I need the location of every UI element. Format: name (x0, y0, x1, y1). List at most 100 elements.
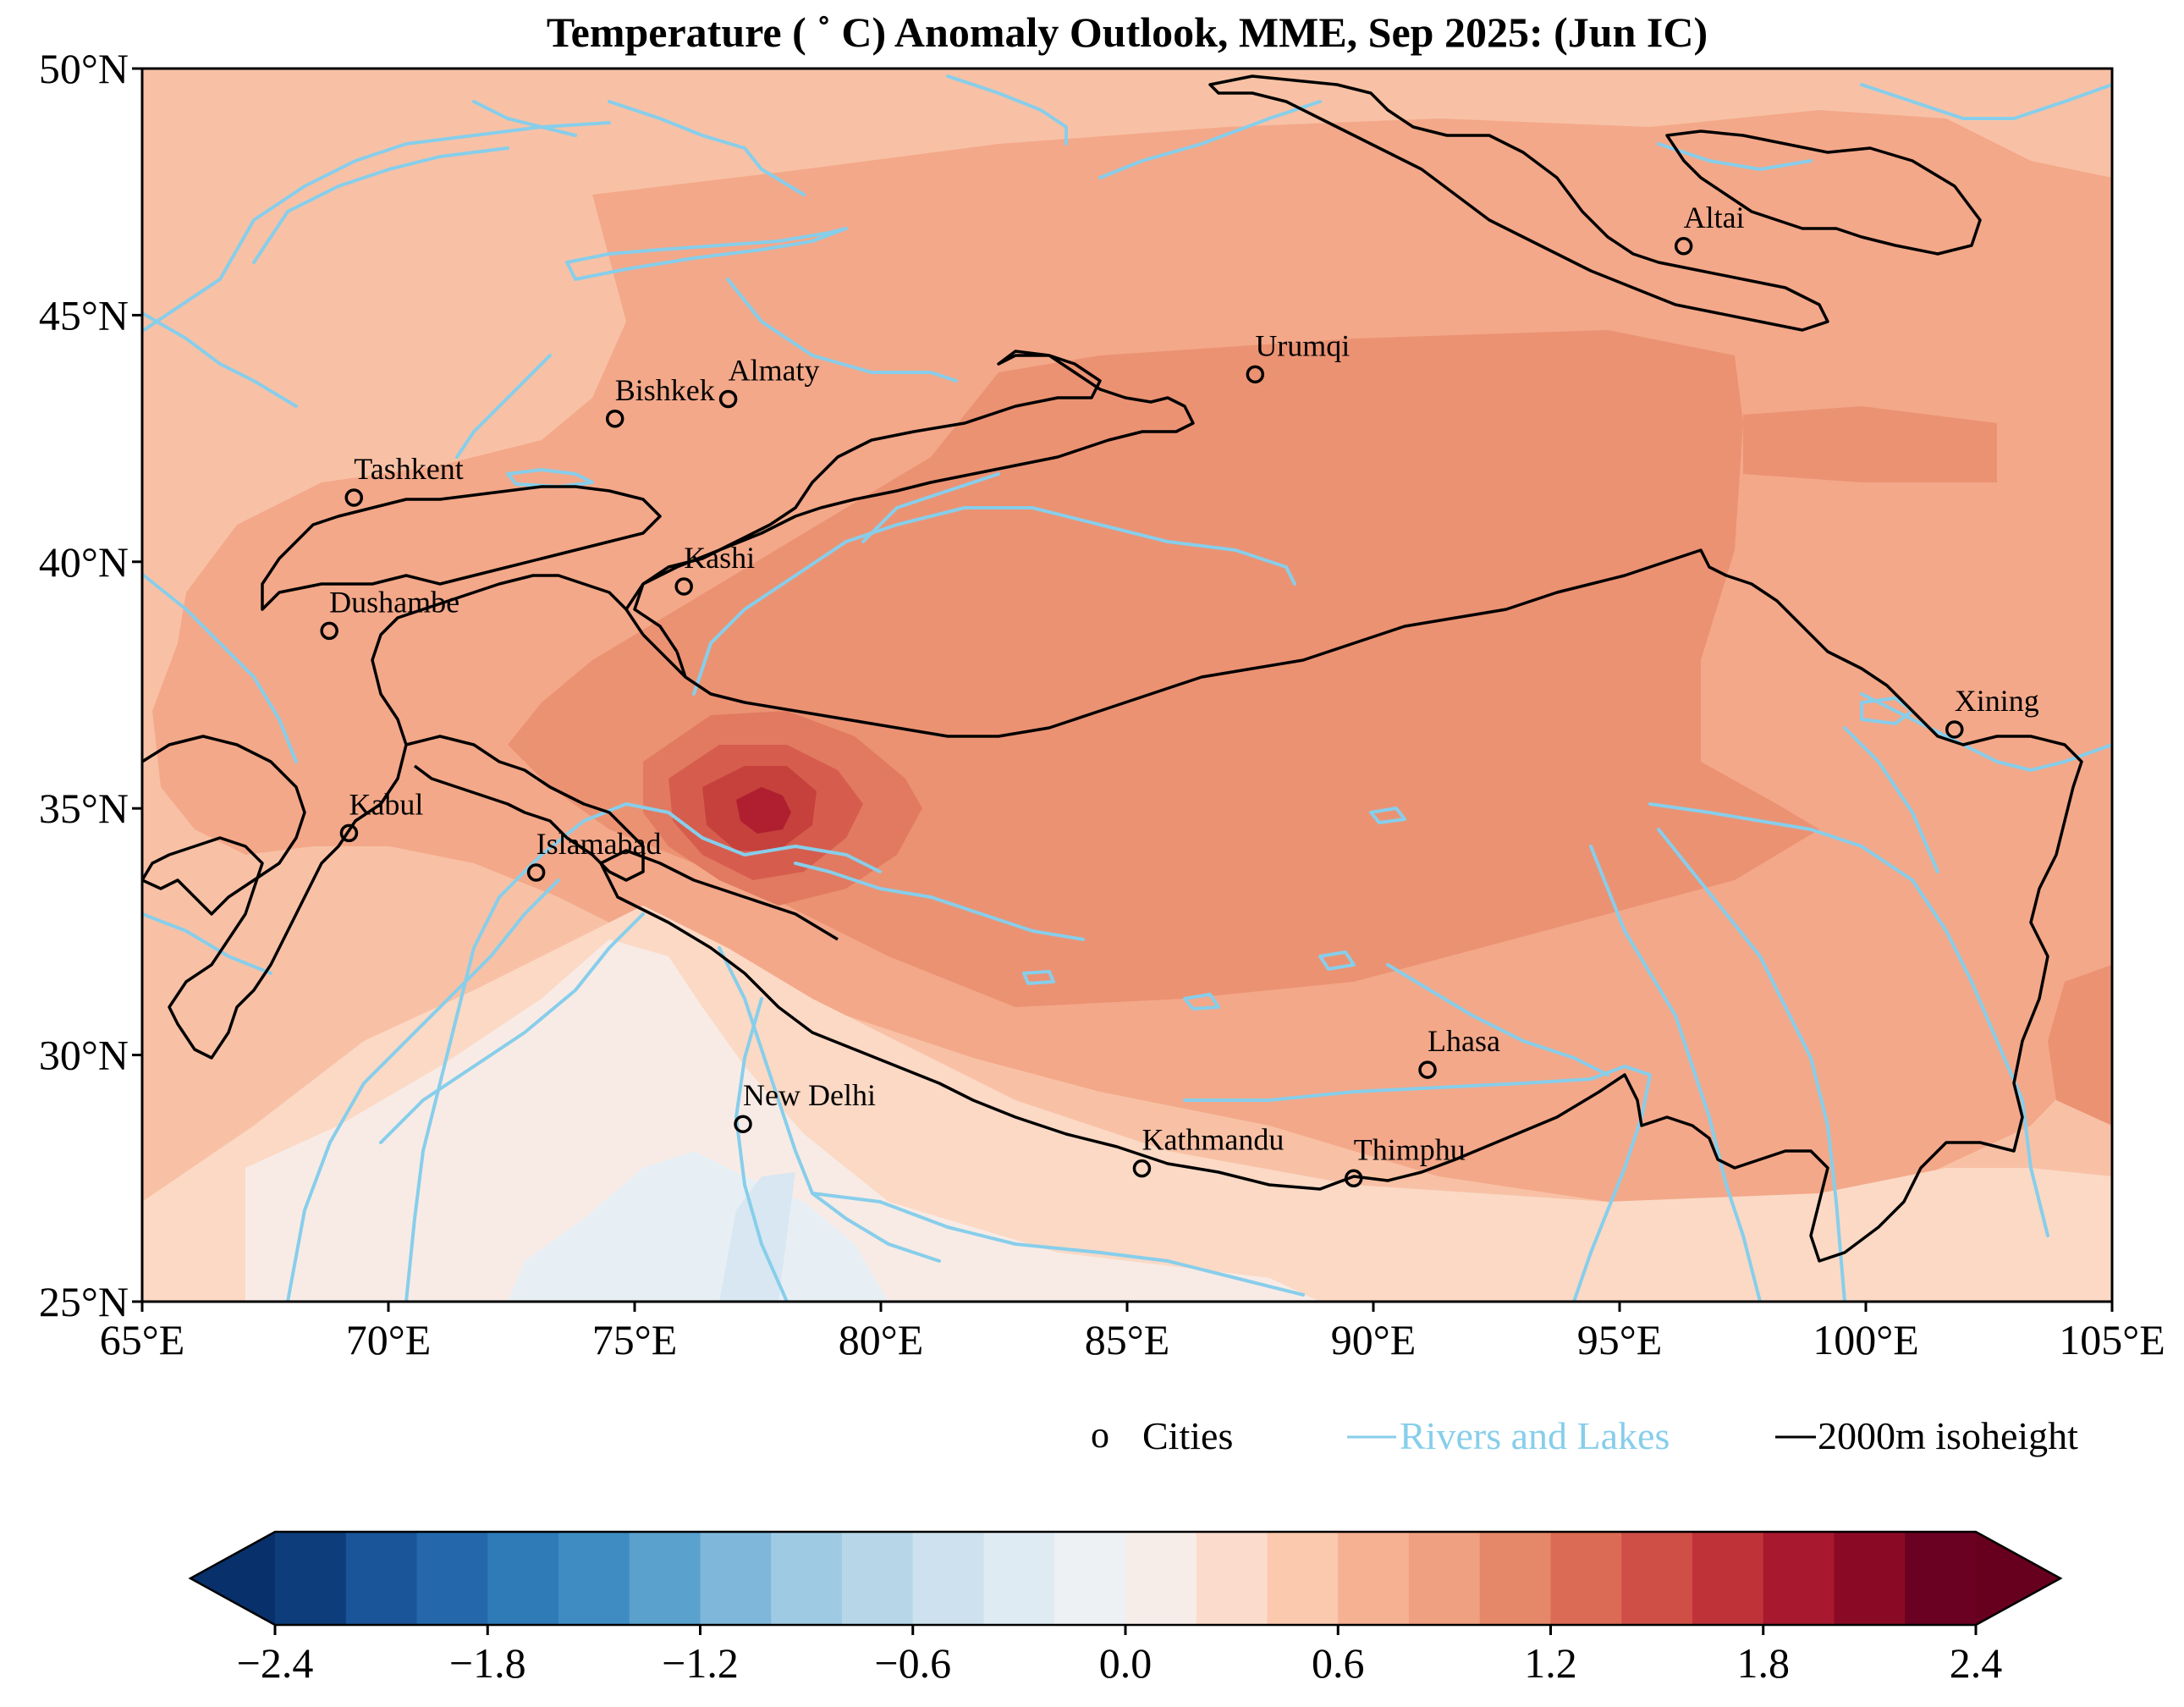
colorbar-tick-label: 1.2 (1524, 1639, 1577, 1687)
isoheight-tibetan-plateau (599, 548, 2083, 1263)
y-tick-label: 45°N (39, 291, 129, 339)
river-yamuna (734, 997, 789, 1302)
figure-title: Temperature ( ˚ C) Anomaly Outlook, MME,… (547, 8, 1708, 56)
y-tick-label: 30°N (39, 1032, 129, 1079)
colorbar-swatch (558, 1532, 630, 1625)
river-yarlung-tributary (1386, 963, 1609, 1077)
river-yangtze-upper (1648, 802, 2049, 1237)
y-tick-label: 35°N (39, 785, 129, 832)
city-markers: Altai Urumqi Almaty Bishkek Tashkent Kashi Dus… (320, 201, 2039, 1188)
city-label: Bishkek (615, 373, 715, 407)
city-marker (674, 577, 693, 596)
city-marker (1246, 365, 1265, 384)
city-label: Thimphu (1354, 1132, 1466, 1166)
river-ili (726, 278, 958, 383)
x-tick-label: 70°E (346, 1316, 432, 1363)
lake-issyk-kul (506, 468, 594, 488)
city-marker (734, 1115, 752, 1133)
river-north-kaz (472, 100, 577, 137)
legend-cities-label: Cities (1142, 1414, 1233, 1457)
x-tick-label: 105°E (2059, 1316, 2165, 1363)
river-aksu (861, 472, 1000, 543)
colorbar: −2.4 −1.8 −1.2 −0.6 0.0 0.6 1.2 1.8 2.4 (188, 1530, 2063, 1687)
colorbar-swatch (1196, 1532, 1268, 1625)
x-tick-label: 65°E (100, 1316, 185, 1363)
river-tarim (692, 506, 1296, 696)
x-tick-label: 100°E (1813, 1316, 1919, 1363)
colorbar-swatch (1550, 1532, 1623, 1625)
x-tick-label: 90°E (1331, 1316, 1417, 1363)
x-tick-label: 75°E (592, 1316, 678, 1363)
y-axis-ticks: 25°N 30°N 35°N 40°N 45°N 50°N (39, 45, 142, 1325)
river-ob-upper (946, 74, 1068, 146)
isoheight-karakoram (405, 735, 645, 882)
river-indus (404, 802, 882, 1302)
isoheight-pamir-west (142, 574, 687, 1060)
city-label: Islamabad (536, 827, 662, 861)
colorbar-swatch (912, 1532, 985, 1625)
city-marker (344, 488, 364, 507)
river-syr-darya (252, 146, 509, 264)
colorbar-swatch (1834, 1532, 1906, 1625)
rivers-and-lakes (142, 74, 2112, 1302)
lake-tibet-2 (1369, 807, 1406, 824)
colorbar-swatch (1267, 1532, 1340, 1625)
colorbar-tick-label: −1.2 (662, 1639, 739, 1687)
city-marker (339, 823, 359, 843)
city-label: Kathmandu (1142, 1123, 1284, 1157)
river-chu (455, 354, 552, 459)
colorbar-tick-label: 0.0 (1099, 1639, 1153, 1687)
lake-tibet-4 (1022, 970, 1055, 985)
isoheight-alay (261, 485, 662, 611)
river-irtysh (1098, 100, 1322, 179)
map-panel: Altai Urumqi Almaty Bishkek Tashkent Kashi Dus… (142, 69, 2112, 1302)
x-tick-label: 95°E (1577, 1316, 1663, 1363)
river-ganges (718, 946, 941, 1263)
city-label: New Delhi (743, 1078, 876, 1112)
river-amu-darya (142, 121, 611, 332)
river-brahmaputra (1183, 1065, 1652, 1302)
river-upper-north (608, 100, 806, 196)
colorbar-swatch (983, 1532, 1056, 1625)
city-label: Kashi (684, 541, 755, 575)
river-salween (1589, 845, 1762, 1302)
city-marker (1945, 720, 1964, 739)
colorbar-swatch (700, 1532, 773, 1625)
colorbar-tick-label: −0.6 (874, 1639, 951, 1687)
colorbar-tick-label: −1.8 (449, 1639, 526, 1687)
city-label: Almaty (729, 353, 820, 387)
lake-tibet-1 (1318, 950, 1356, 971)
legend-cities-marker: o (1091, 1414, 1109, 1456)
legend-isoheight-label: 2000m isoheight (1818, 1414, 2078, 1457)
city-label: Xining (1955, 684, 2039, 718)
river-karakum (142, 574, 298, 763)
city-marker (526, 863, 546, 882)
x-tick-label: 80°E (839, 1316, 924, 1363)
colorbar-swatch (345, 1532, 418, 1625)
isoheight-altai (1208, 74, 1829, 332)
city-marker (320, 621, 338, 641)
colorbar-swatch (1621, 1532, 1693, 1625)
lake-qinghai (1860, 697, 1914, 725)
river-sutlej (379, 912, 645, 1144)
isoheight-afghan (142, 735, 306, 916)
x-tick-label: 85°E (1085, 1316, 1170, 1363)
city-label: Tashkent (354, 452, 463, 486)
lake-balkhash (565, 227, 848, 281)
colorbar-swatch (1054, 1532, 1126, 1625)
anomaly-region-0.2-0.4 (245, 939, 1320, 1302)
river-tsangpo (794, 862, 1085, 941)
city-marker (1344, 1169, 1363, 1188)
colorbar-swatch (1479, 1532, 1552, 1625)
river-east-small (1843, 726, 1939, 873)
colorbar-swatch (1763, 1532, 1835, 1625)
colorbar-tick-label: 0.6 (1312, 1639, 1365, 1687)
city-label: Urumqi (1255, 328, 1350, 362)
anomaly-region-neg0.2-0.0 (719, 1172, 795, 1302)
city-marker (605, 410, 624, 428)
colorbar-swatch (275, 1532, 347, 1625)
colorbar-swatch (416, 1532, 489, 1625)
y-tick-label: 40°N (39, 538, 129, 586)
city-marker (718, 389, 738, 409)
